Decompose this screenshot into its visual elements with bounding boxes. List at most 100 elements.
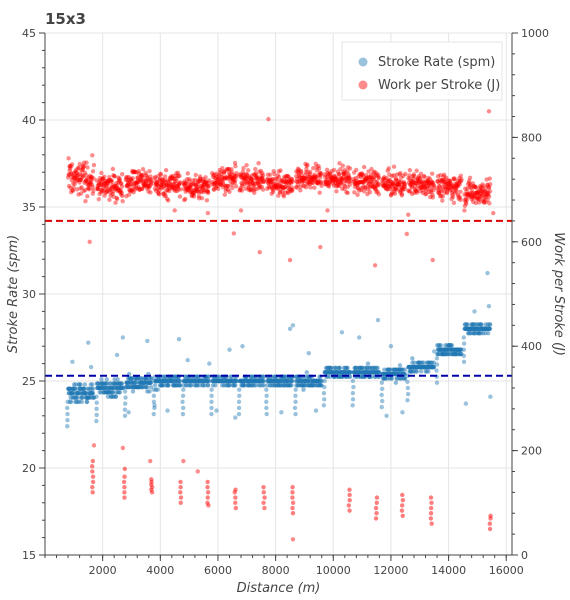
work-point	[457, 181, 462, 187]
work-point	[138, 178, 144, 183]
work-point	[436, 190, 441, 195]
work-point	[71, 170, 77, 176]
work-point	[307, 177, 312, 183]
work-point	[361, 164, 367, 170]
work-point	[343, 170, 348, 176]
work-point	[132, 181, 137, 187]
work-point	[231, 176, 236, 181]
work-point	[133, 180, 138, 185]
work-point	[328, 171, 333, 176]
work-point	[481, 189, 486, 195]
work-point	[374, 173, 380, 178]
stroke-rate-point	[152, 383, 158, 388]
work-point	[161, 185, 166, 190]
work-point	[477, 183, 483, 189]
stroke-rate-point	[84, 390, 89, 396]
work-point	[82, 180, 87, 185]
work-point	[360, 180, 366, 185]
work-point	[347, 182, 353, 187]
mean-lines	[45, 219, 512, 377]
stroke-rate-point	[329, 365, 334, 371]
stroke-rate-point	[400, 410, 405, 415]
work-point	[399, 175, 404, 180]
work-point	[122, 484, 127, 490]
work-point	[183, 196, 188, 202]
work-point	[442, 190, 447, 195]
work-point	[480, 182, 485, 187]
work-point	[453, 187, 459, 192]
work-point	[195, 189, 200, 194]
legend: Stroke Rate (spm) Work per Stroke (J)	[341, 41, 503, 101]
work-point	[101, 188, 106, 194]
work-point	[233, 505, 239, 511]
work-point	[404, 231, 409, 237]
work-point	[479, 193, 485, 198]
work-point	[73, 170, 79, 175]
work-point	[468, 182, 473, 188]
work-point	[294, 174, 299, 179]
work-point	[152, 176, 157, 181]
work-point	[102, 182, 107, 187]
work-point	[430, 257, 435, 263]
stroke-rate-point	[209, 411, 214, 417]
work-point	[333, 180, 338, 186]
work-point	[227, 174, 233, 179]
work-point	[346, 176, 351, 181]
work-point	[241, 172, 246, 177]
work-point	[344, 175, 349, 181]
work-point	[139, 173, 144, 179]
work-point	[335, 183, 341, 189]
work-point	[308, 175, 314, 180]
work-point	[381, 184, 387, 189]
stroke-rate-point	[236, 411, 242, 417]
work-point	[104, 183, 109, 189]
work-point	[289, 188, 295, 193]
work-point	[272, 171, 277, 177]
work-point	[111, 194, 116, 199]
work-point	[206, 503, 211, 508]
work-point	[365, 183, 371, 188]
stroke-rate-point	[384, 413, 389, 418]
work-point	[463, 200, 468, 205]
stroke-rate-point	[438, 343, 443, 348]
work-point	[211, 187, 217, 192]
stroke-rate-point	[65, 399, 70, 405]
work-point	[221, 169, 227, 174]
work-point	[273, 184, 278, 189]
stroke-rate-point	[479, 322, 484, 327]
work-point	[68, 164, 74, 169]
work-point	[102, 178, 108, 184]
work-point	[253, 170, 258, 176]
work-point	[356, 185, 361, 190]
work-point	[424, 191, 429, 196]
work-point	[191, 181, 196, 186]
work-point	[430, 171, 435, 176]
work-point	[327, 177, 333, 183]
work-point	[314, 179, 319, 185]
work-point	[435, 178, 440, 184]
work-point	[336, 179, 341, 184]
work-point	[336, 172, 342, 177]
work-point	[443, 184, 448, 190]
work-point	[245, 173, 250, 178]
work-point	[414, 168, 419, 173]
work-point	[198, 176, 203, 182]
work-point	[79, 167, 84, 173]
work-point	[394, 181, 399, 186]
work-point	[457, 175, 462, 181]
work-point	[485, 183, 490, 188]
work-point	[224, 183, 229, 189]
work-point	[477, 187, 482, 192]
work-point	[203, 179, 208, 184]
work-point	[375, 181, 381, 187]
stroke-rate-point	[261, 383, 267, 388]
work-point	[333, 180, 339, 185]
stroke-rate-point	[214, 408, 219, 413]
work-point	[213, 181, 218, 186]
work-point	[305, 176, 311, 182]
work-point	[275, 183, 280, 188]
work-point	[437, 180, 442, 186]
work-point	[74, 170, 80, 176]
work-point	[282, 176, 287, 181]
work-point	[466, 192, 471, 198]
